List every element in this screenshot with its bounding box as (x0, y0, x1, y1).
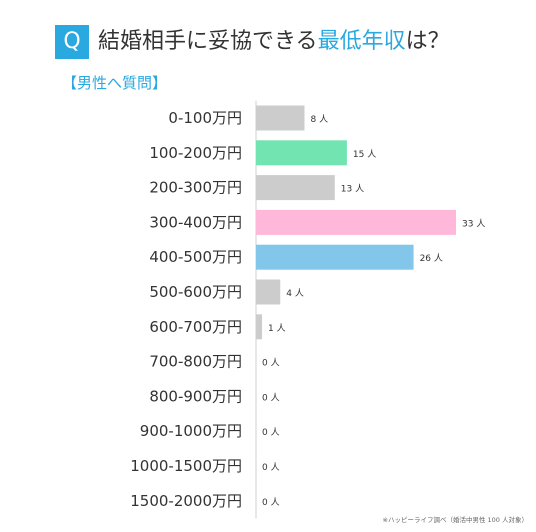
question-badge: Q (55, 25, 89, 59)
chart-title: 結婚相手に妥協できる最低年収は？ (98, 25, 450, 59)
bar (256, 140, 347, 166)
category-label: 700-800万円 (149, 353, 242, 371)
category-label: 300-400万円 (149, 213, 242, 231)
value-label: 0 人 (262, 358, 280, 369)
category-label: 400-500万円 (149, 248, 242, 266)
category-label: 800-900万円 (149, 387, 242, 405)
value-label: 0 人 (262, 497, 280, 508)
value-label: 0 人 (262, 462, 280, 473)
value-label: 13 人 (341, 184, 364, 195)
chart-header: Q 結婚相手に妥協できる最低年収は？ 【男性へ質問】 (0, 0, 536, 110)
category-label: 0-100万円 (168, 109, 242, 127)
category-label: 1000-1500万円 (130, 457, 242, 475)
title-part-1: 結婚相手に妥協できる (98, 29, 318, 54)
value-label: 0 人 (262, 427, 280, 438)
value-label: 15 人 (353, 149, 376, 160)
category-label: 500-600万円 (149, 283, 242, 301)
bar (256, 279, 281, 305)
bar (256, 314, 263, 340)
category-label: 200-300万円 (149, 179, 242, 197)
value-label: 4 人 (286, 288, 304, 299)
category-label: 600-700万円 (149, 318, 242, 336)
bar (256, 175, 335, 201)
value-label: 33 人 (462, 218, 485, 229)
value-label: 1 人 (268, 323, 286, 334)
title-highlight: 最低年収 (317, 29, 406, 54)
value-label: 0 人 (262, 392, 280, 403)
value-label: 8 人 (310, 114, 328, 125)
category-label: 900-1000万円 (140, 422, 242, 440)
category-label: 1500-2000万円 (130, 492, 242, 510)
title-part-2: は？ (405, 29, 450, 54)
bar (256, 105, 305, 131)
bar (256, 209, 456, 235)
bar (256, 244, 414, 270)
value-label: 26 人 (420, 253, 443, 264)
category-label: 100-200万円 (149, 144, 242, 162)
footnote: ※ハッピーライフ調べ（婚活中男性 100 人対象） (382, 516, 529, 524)
chart-subtitle: 【男性へ質問】 (62, 74, 168, 92)
